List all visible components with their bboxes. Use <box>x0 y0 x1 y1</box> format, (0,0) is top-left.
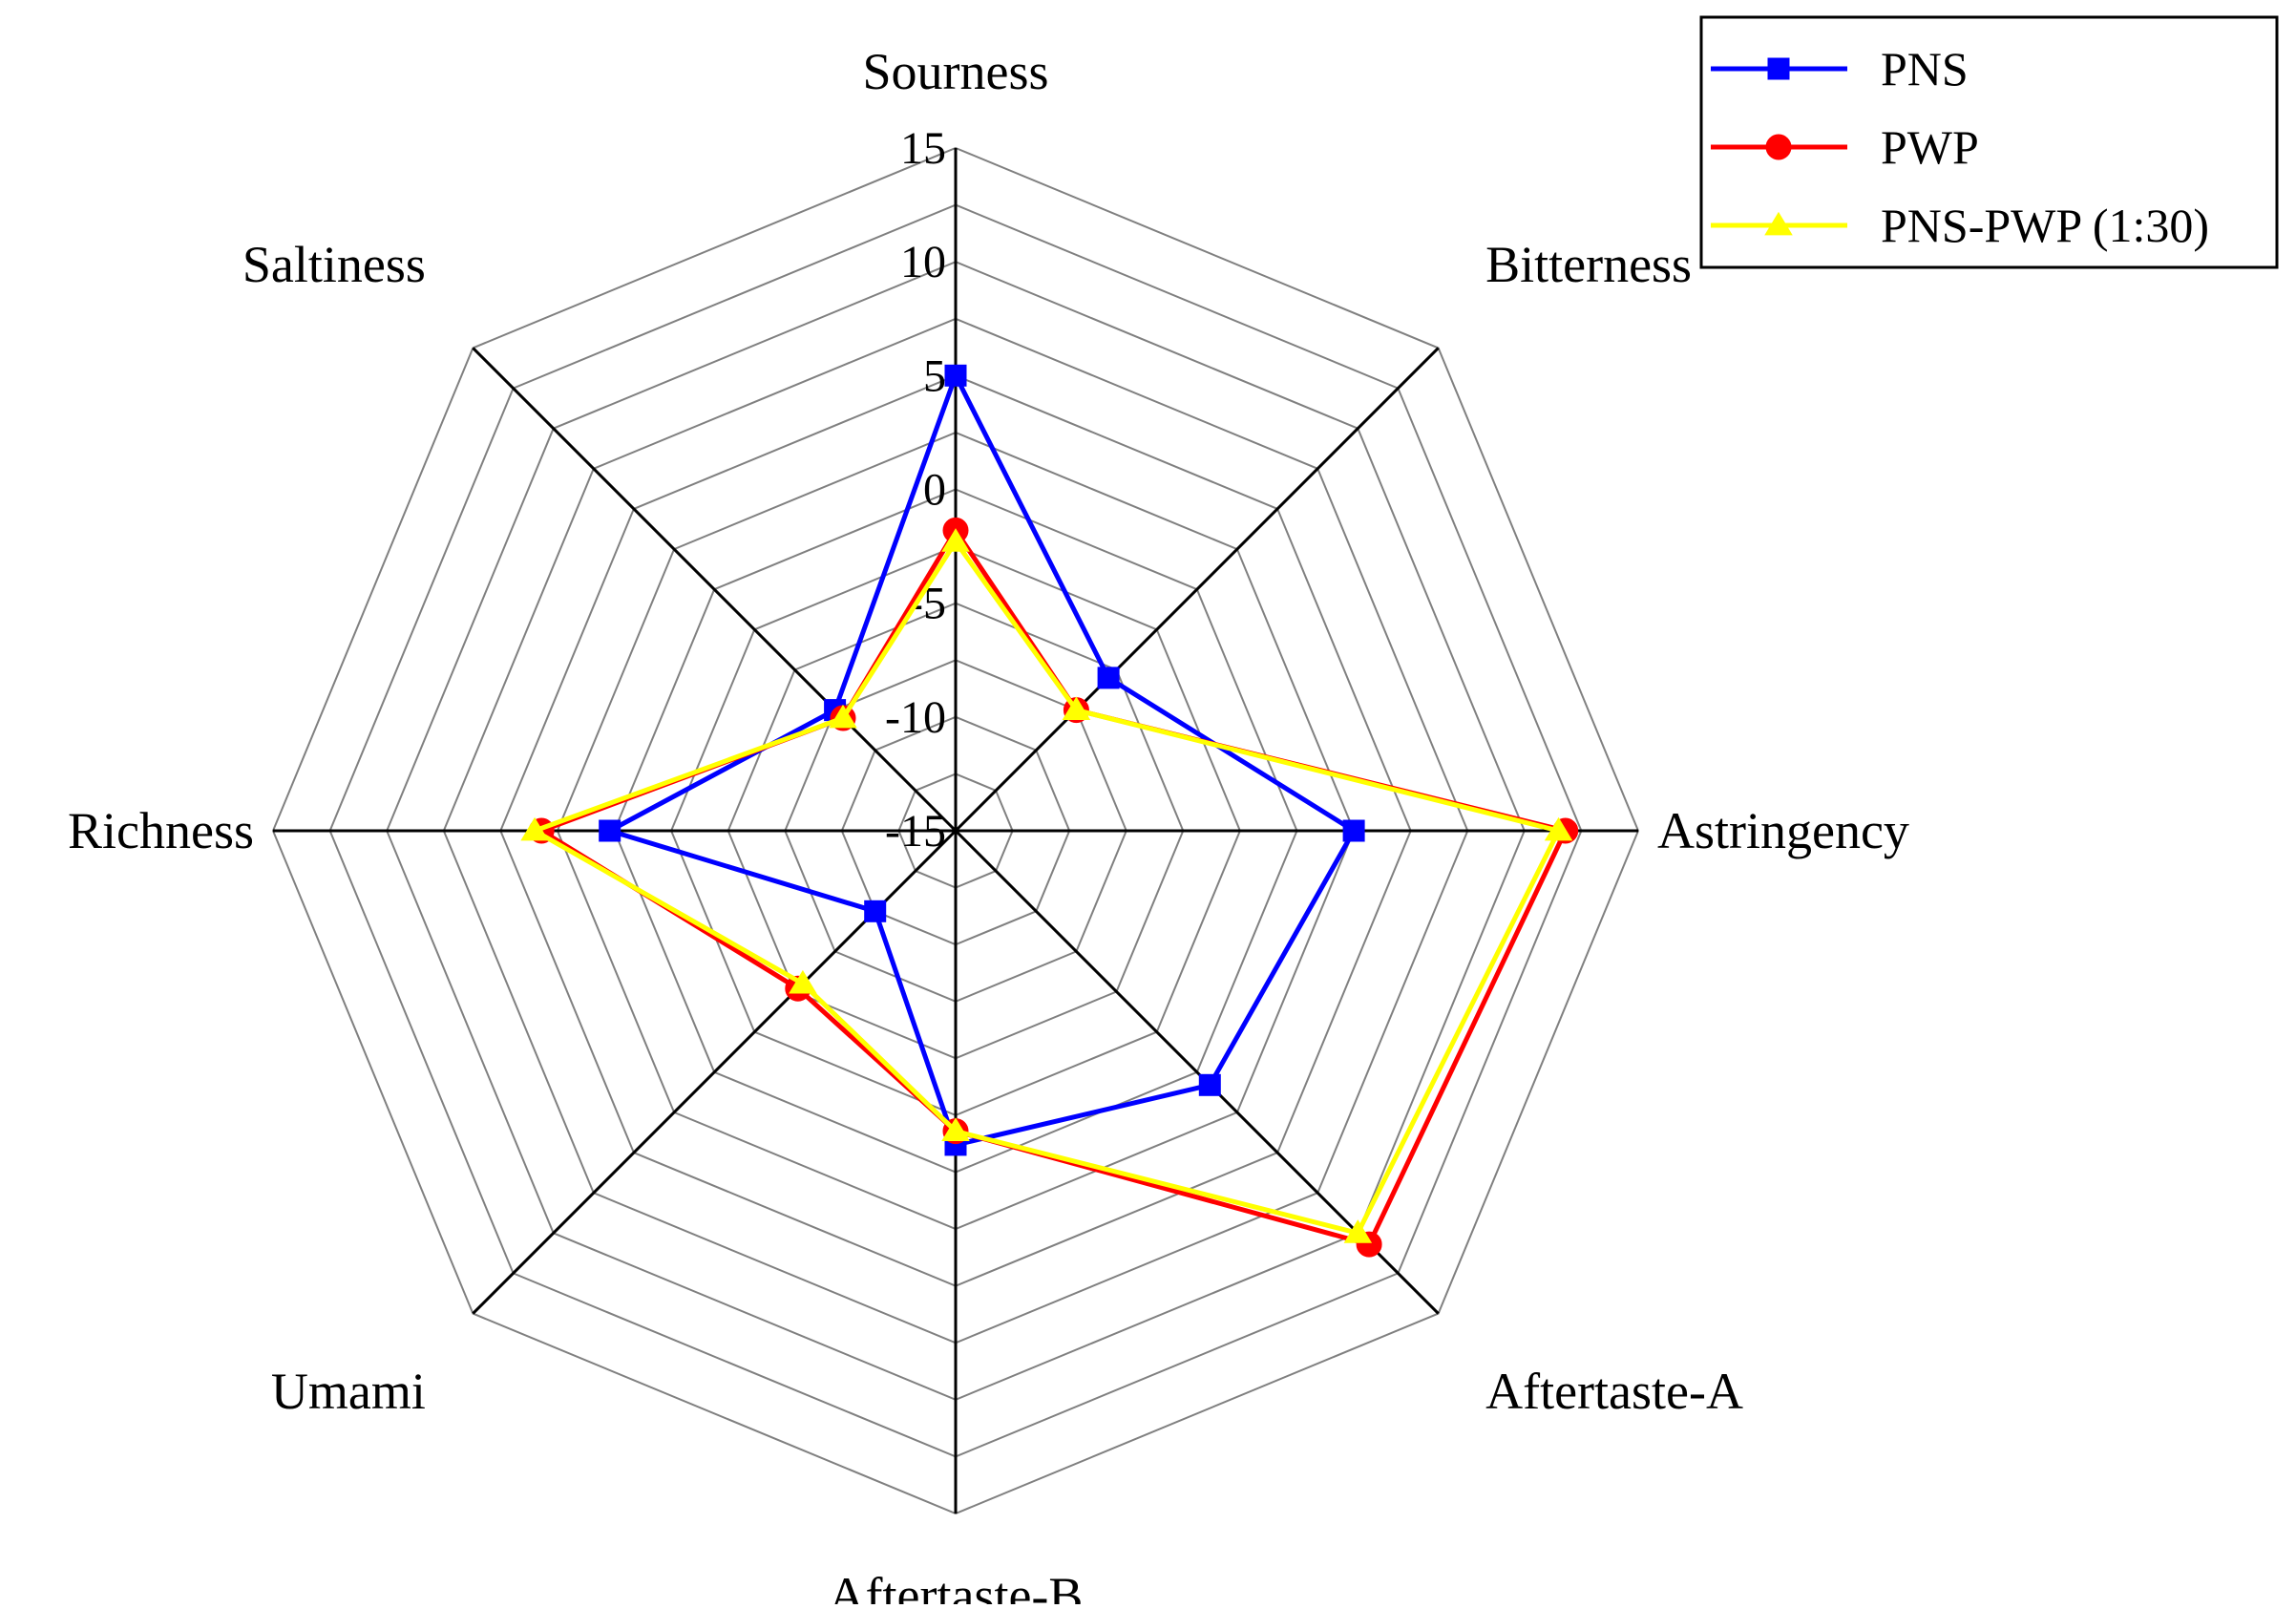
data-point-pns-pwp-1-30-astringency <box>1544 816 1573 841</box>
data-point-pns-pwp-1-30-saltiness <box>829 704 857 729</box>
legend-marker-pwp <box>1765 134 1792 160</box>
data-point-pns-richness <box>599 819 621 842</box>
spoke-layer <box>273 148 1638 1514</box>
series-layer <box>520 364 1579 1258</box>
axis-label-aftertaste-a: Aftertaste-A <box>1485 1363 1743 1420</box>
tick-label: 15 <box>900 123 946 174</box>
series-pns <box>599 364 1365 1156</box>
axis-label-umami: Umami <box>271 1363 426 1420</box>
data-point-pns-pwp-1-30-aftertaste-a <box>1343 1219 1373 1243</box>
legend-label-pns: PNS <box>1881 42 1969 95</box>
tick-label: 5 <box>923 350 946 401</box>
axis-label-richness: Richness <box>68 802 254 859</box>
spoke-saltiness <box>472 347 958 833</box>
data-point-pns-pwp-1-30-umami <box>789 969 817 994</box>
legend: PNS PWP PNS-PWP (1:30) <box>1699 15 2279 269</box>
axis-label-aftertaste-b: Aftertaste-B <box>829 1567 1084 1604</box>
legend-marker-pns <box>1767 57 1790 80</box>
data-point-pns-pwp-1-30-richness <box>520 816 549 841</box>
data-point-pns-pwp-1-30-bitterness <box>1062 696 1091 720</box>
axis-label-astringency: Astringency <box>1657 802 1909 859</box>
legend-label-pns-pwp-1-30: PNS-PWP (1:30) <box>1881 199 2209 252</box>
data-point-pns-aftertaste-a <box>1198 1073 1221 1096</box>
legend-label-pwp: PWP <box>1881 120 1979 174</box>
series-pns-pwp-1-30 <box>520 528 1573 1243</box>
data-point-pns-sourness <box>944 364 967 387</box>
data-point-pns-umami <box>864 900 887 922</box>
axis-label-sourness: Sourness <box>862 43 1048 100</box>
tick-label: -15 <box>885 806 946 857</box>
axis-label-bitterness: Bitterness <box>1485 236 1692 293</box>
tick-label: -10 <box>885 692 946 743</box>
series-pwp <box>528 517 1579 1258</box>
data-point-pns-pwp-1-30-aftertaste-b <box>941 1117 970 1141</box>
tick-label: 10 <box>900 237 946 287</box>
axis-label-saltiness: Saltiness <box>242 236 426 293</box>
data-point-pns-bitterness <box>1097 667 1120 689</box>
data-point-pns-pwp-1-30-sourness <box>941 528 970 552</box>
axis-label-layer: Sourness Bitterness Astringency Aftertaste-… <box>68 43 1909 1609</box>
legend-marker-pns-pwp-1-30 <box>1764 211 1793 236</box>
data-point-pns-astringency <box>1342 819 1365 842</box>
tick-label: 0 <box>923 465 946 516</box>
spoke-bitterness <box>954 347 1440 833</box>
